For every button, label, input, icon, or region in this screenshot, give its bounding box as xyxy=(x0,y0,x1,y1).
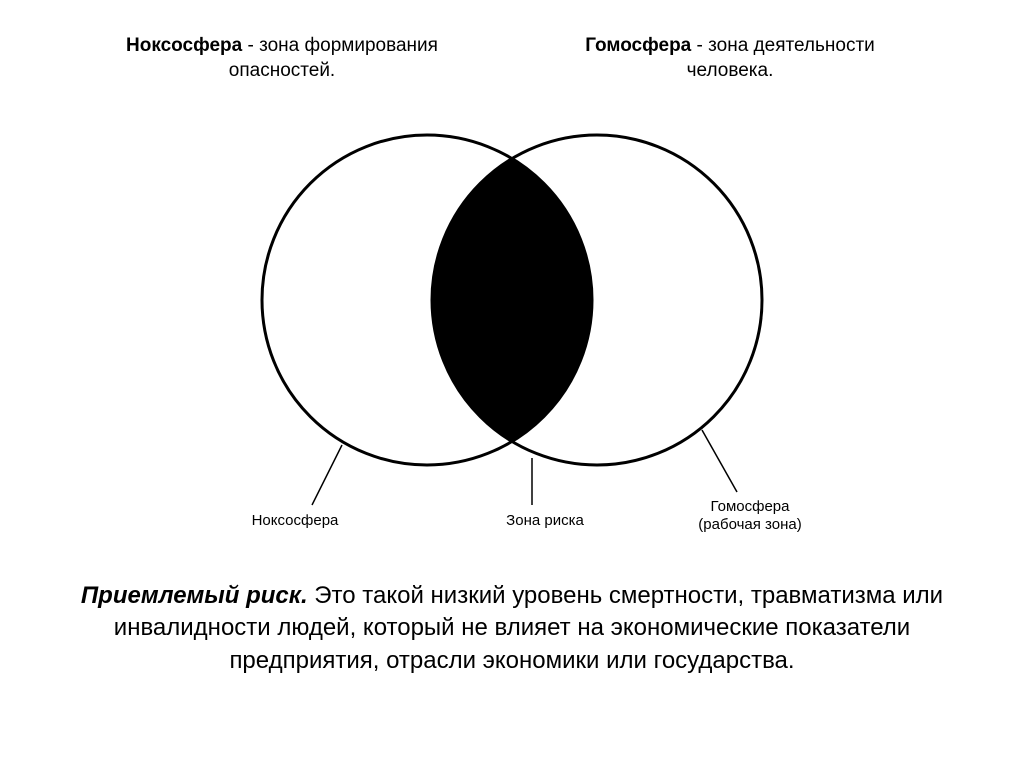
leader-line-right xyxy=(702,430,737,492)
main-paragraph: Приемлемый риск. Это такой низкий уровен… xyxy=(40,580,984,677)
homosphere-bold: Гомосфера xyxy=(585,35,691,56)
venn-svg xyxy=(192,100,832,530)
noxosphere-rest: - зона формирования xyxy=(242,35,438,56)
paragraph-bold: Приемлемый риск. xyxy=(81,582,308,609)
noxosphere-bold: Ноксосфера xyxy=(126,35,242,56)
homosphere-line2: человека. xyxy=(560,59,900,84)
leader-line-left xyxy=(312,445,342,505)
bottom-right-line1: Гомосфера xyxy=(670,498,830,516)
bottom-label-right: Гомосфера (рабочая зона) xyxy=(670,498,830,534)
venn-diagram xyxy=(192,100,832,530)
bottom-label-left: Ноксосфера xyxy=(225,512,365,530)
top-right-label: Гомосфера - зона деятельности человека. xyxy=(560,34,900,83)
bottom-label-center: Зона риска xyxy=(475,512,615,530)
bottom-right-line2: (рабочая зона) xyxy=(670,516,830,534)
homosphere-rest: - зона деятельности xyxy=(691,35,875,56)
top-left-label: Ноксосфера - зона формирования опасносте… xyxy=(112,34,452,83)
intersection-fill xyxy=(432,135,762,465)
noxosphere-line2: опасностей. xyxy=(112,59,452,84)
